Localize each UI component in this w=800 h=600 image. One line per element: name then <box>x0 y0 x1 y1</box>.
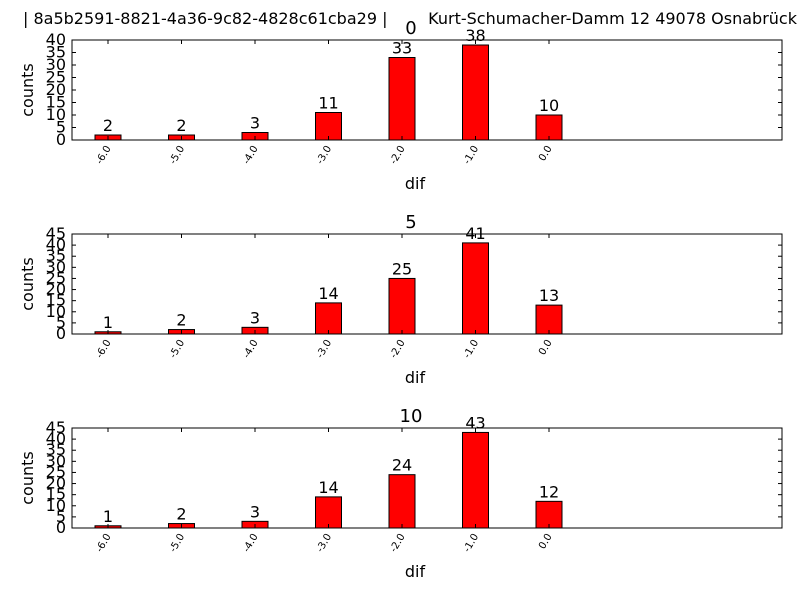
x-axis-label: dif <box>405 174 426 193</box>
bar <box>315 302 342 335</box>
bar <box>315 496 342 529</box>
bar <box>462 242 489 335</box>
data-label: 33 <box>392 39 412 58</box>
data-label: 11 <box>318 94 338 113</box>
y-tick-label: 35 <box>46 440 66 459</box>
x-axis-label: dif <box>405 368 426 387</box>
bar <box>535 114 563 141</box>
y-tick-label: 40 <box>46 429 66 448</box>
bar <box>388 57 416 141</box>
y-tick-label: 10 <box>46 105 66 124</box>
data-label: 2 <box>103 116 113 135</box>
y-tick-label: 15 <box>46 485 66 504</box>
chart-title: 0 <box>405 18 416 39</box>
chart-title: 10 <box>400 406 423 427</box>
y-tick-label: 25 <box>46 68 66 87</box>
data-label: 2 <box>176 116 186 135</box>
header-text: | 8a5b2591-8821-4a36-9c82-4828c61cba29 |… <box>23 9 798 28</box>
plot-frame <box>71 233 783 335</box>
bar <box>315 112 342 141</box>
data-label: 14 <box>318 478 338 497</box>
data-label: 25 <box>392 259 412 278</box>
bar <box>535 500 563 529</box>
y-tick-label: 25 <box>46 462 66 481</box>
y-tick-label: 10 <box>46 496 66 515</box>
y-tick-label: 30 <box>46 451 66 470</box>
data-label: 12 <box>539 482 559 501</box>
y-tick-label: 45 <box>46 418 66 437</box>
data-label: 10 <box>539 96 559 115</box>
data-label: 14 <box>318 284 338 303</box>
bar <box>462 44 489 141</box>
data-label: 1 <box>103 507 113 526</box>
y-axis-label: counts <box>18 257 37 310</box>
chart-title: 5 <box>405 212 416 233</box>
y-tick-label: 10 <box>46 302 66 321</box>
y-axis-label: counts <box>18 451 37 504</box>
y-axis-label: counts <box>18 63 37 116</box>
bar <box>388 277 416 335</box>
y-tick-label: 20 <box>46 474 66 493</box>
bar <box>388 474 416 529</box>
bar <box>462 431 489 529</box>
data-label: 2 <box>176 311 186 330</box>
y-tick-label: 45 <box>46 224 66 243</box>
data-label: 41 <box>465 224 485 243</box>
data-label: 3 <box>250 308 260 327</box>
y-tick-label: 30 <box>46 55 66 74</box>
y-tick-label: 40 <box>46 30 66 49</box>
y-tick-label: 5 <box>56 313 66 332</box>
data-label: 13 <box>539 286 559 305</box>
y-tick-label: 25 <box>46 268 66 287</box>
y-tick-label: 15 <box>46 93 66 112</box>
y-tick-label: 5 <box>56 118 66 137</box>
plot-frame <box>71 427 783 529</box>
data-label: 3 <box>250 502 260 521</box>
y-tick-label: 20 <box>46 280 66 299</box>
data-label: 3 <box>250 114 260 133</box>
y-tick-label: 35 <box>46 246 66 265</box>
y-tick-label: 35 <box>46 43 66 62</box>
data-label: 2 <box>176 505 186 524</box>
y-tick-label: 15 <box>46 291 66 310</box>
y-tick-label: 0 <box>56 518 66 537</box>
y-tick-label: 20 <box>46 80 66 99</box>
x-axis-label: dif <box>405 562 426 581</box>
y-tick-label: 0 <box>56 130 66 149</box>
y-tick-label: 30 <box>46 257 66 276</box>
bar <box>535 304 563 335</box>
y-tick-label: 40 <box>46 235 66 254</box>
data-label: 24 <box>392 456 412 475</box>
data-label: 1 <box>103 313 113 332</box>
y-tick-label: 0 <box>56 324 66 343</box>
y-tick-label: 5 <box>56 507 66 526</box>
